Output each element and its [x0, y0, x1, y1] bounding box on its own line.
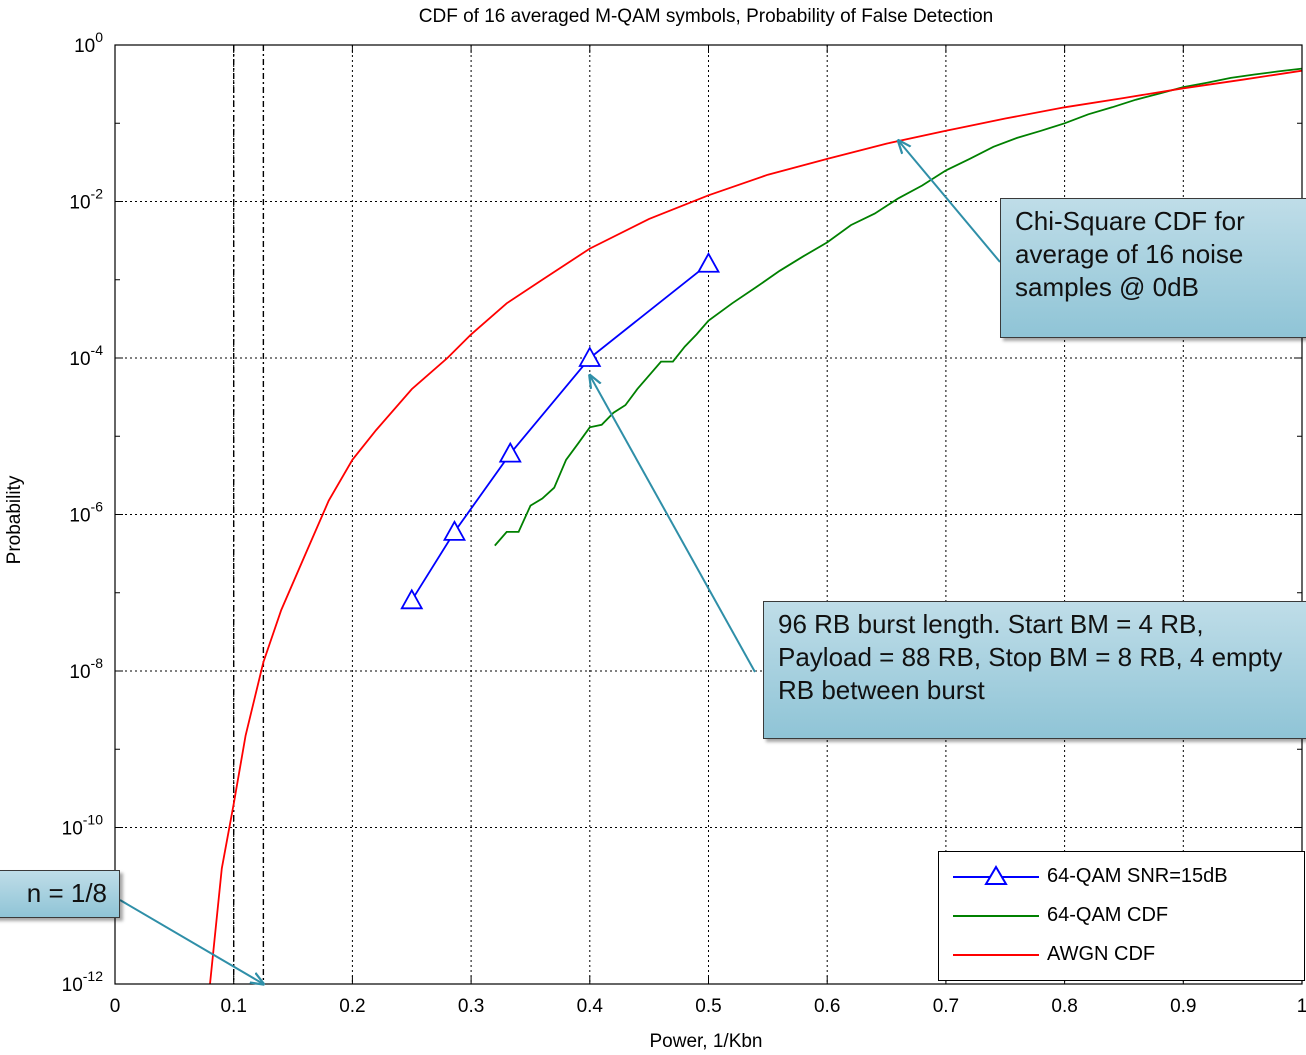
grid [115, 45, 1302, 984]
y-axis-label: Probability [4, 475, 25, 564]
y-tick-label: 10-8 [69, 655, 103, 683]
data-point-triangle [442, 520, 467, 541]
data-point-triangle [498, 441, 522, 463]
legend-label-64qam-cdf: 64-QAM CDF [1047, 904, 1169, 926]
annotation-arrow [590, 375, 756, 673]
annotation-arrows [119, 141, 1001, 984]
x-tick-label: 0.5 [695, 996, 721, 1017]
y-tick-label: 10-6 [69, 499, 103, 527]
legend-swatch-64qam-cdf [953, 915, 1039, 917]
legend-item-64qam-cdf: 64-QAM CDF [939, 901, 1304, 931]
annotation-arrow [898, 141, 1001, 263]
legend-label-snr15: 64-QAM SNR=15dB [1047, 865, 1228, 887]
y-tick-label: 10-4 [69, 342, 103, 370]
annotation-arrow [119, 899, 263, 984]
chart-title: CDF of 16 averaged M-QAM symbols, Probab… [419, 6, 993, 27]
x-tick-label: 0 [110, 996, 121, 1017]
plot-frame [114, 44, 1303, 985]
data-point-triangle [400, 588, 424, 610]
data-point-triangle [696, 251, 721, 273]
legend-item-awgn: AWGN CDF [939, 940, 1304, 970]
x-tick-label: 0.6 [814, 996, 840, 1017]
y-tick-label: 10-2 [69, 186, 103, 214]
series-line-2 [209, 69, 1303, 985]
data-point-triangle [578, 346, 602, 367]
x-tick-label: 0.3 [458, 996, 484, 1017]
x-tick-label: 0.1 [220, 996, 246, 1017]
x-tick-label: 0.7 [933, 996, 959, 1017]
y-tick-label: 10-12 [62, 968, 104, 996]
x-tick-label: 0.9 [1170, 996, 1196, 1017]
triangle-marker-icon [984, 865, 1008, 885]
annotation-rb-burst: 96 RB burst length. Start BM = 4 RB, Pay… [763, 601, 1306, 739]
y-tick-label: 10-10 [62, 812, 104, 840]
x-tick-label: 0.8 [1051, 996, 1077, 1017]
y-tick-label: 100 [74, 29, 103, 57]
legend-item-snr15: 64-QAM SNR=15dB [939, 862, 1304, 892]
series-group [209, 67, 1303, 985]
legend-swatch-awgn [953, 954, 1039, 956]
legend: 64-QAM SNR=15dB 64-QAM CDF AWGN CDF [938, 851, 1305, 981]
x-tick-label: 0.2 [339, 996, 365, 1017]
axes: 0 0.1 0.2 0.3 0.4 0.5 0.6 0.7 0.8 0.9 1 100 10-2 10-4… [62, 29, 1306, 1017]
x-tick-label: 1 [1297, 996, 1306, 1017]
annotation-chi-square: Chi-Square CDF for average of 16 noise s… [1000, 198, 1306, 338]
x-axis-label: Power, 1/Kbn [649, 1031, 762, 1052]
legend-label-awgn: AWGN CDF [1047, 943, 1156, 965]
x-tick-label: 0.4 [577, 996, 604, 1017]
annotation-rate: n = 1/8 [0, 870, 120, 918]
series-line-1 [494, 67, 1303, 547]
